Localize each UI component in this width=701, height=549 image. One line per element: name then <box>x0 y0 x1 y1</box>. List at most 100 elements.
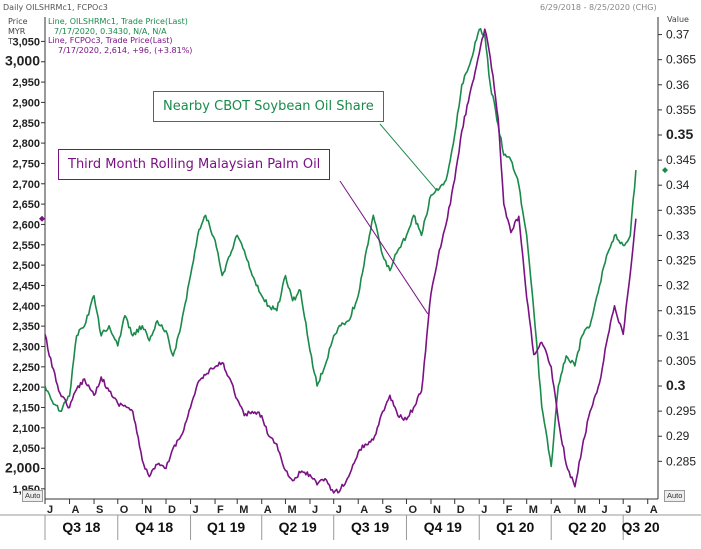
left-tick-label: 2,350 <box>12 321 40 333</box>
month-label: A <box>553 504 561 516</box>
date-range: 6/29/2018 - 8/25/2020 (CHG) <box>540 3 657 12</box>
annotation-connectors <box>339 123 437 315</box>
month-label: O <box>408 504 417 516</box>
quarter-label: Q3 19 <box>351 519 389 535</box>
right-tick-label: 0.37 <box>666 28 690 42</box>
left-tick-label: 2,900 <box>12 97 40 109</box>
right-tick-label: 0.355 <box>666 103 696 117</box>
left-tick-label: 2,500 <box>12 260 40 272</box>
left-tick-label: 2,200 <box>12 382 40 394</box>
palm-connector <box>339 180 429 315</box>
quarter-label: Q2 20 <box>568 519 606 535</box>
left-unit-line: MYR <box>8 27 26 36</box>
right-tick-label: 0.36 <box>666 78 690 92</box>
left-tick-label: 2,750 <box>12 158 40 170</box>
left-tick-label: 2,300 <box>12 341 40 353</box>
left-tick-label: 2,000 <box>5 459 40 475</box>
right-tick-label: 0.325 <box>666 254 696 268</box>
left-tick-label: 2,550 <box>12 240 40 252</box>
quarter-label: Q1 20 <box>496 519 534 535</box>
month-label: F <box>506 504 513 516</box>
left-tick-label: 2,650 <box>12 199 40 211</box>
quarter-label: Q1 19 <box>207 519 245 535</box>
left-tick-label: 2,600 <box>12 219 40 231</box>
right-tick-label: 0.29 <box>666 429 690 443</box>
series-layer <box>44 28 637 494</box>
month-label: A <box>264 504 272 516</box>
month-label: A <box>72 504 80 516</box>
left-tick-label: 2,450 <box>12 280 40 292</box>
month-label: M <box>239 504 248 516</box>
left-axis: 1,9502,0002,0502,1002,1502,2002,2502,300… <box>5 17 46 499</box>
quarter-label: Q2 19 <box>279 519 317 535</box>
left-tick-label: 2,850 <box>12 118 40 130</box>
month-label: J <box>481 504 487 516</box>
month-label: S <box>96 504 103 516</box>
right-tick-label: 0.31 <box>666 329 690 343</box>
right-tick-label: 0.295 <box>666 404 696 418</box>
series-line-fcpoc3 <box>44 28 637 494</box>
right-tick-label: 0.32 <box>666 279 690 293</box>
right-tick-label: 0.3 <box>666 377 686 393</box>
left-tick-label: 2,950 <box>12 77 40 89</box>
legend-row-soy: Line, OILSHRMc1, Trade Price(Last) <box>48 17 188 26</box>
x-axis: J A S O N D J F M A M J J A S O N D J F M A M J J A Q3 18 Q4 18 Q1 1… <box>0 498 701 540</box>
annotation-palm: Third Month Rolling Malaysian Palm Oil <box>58 149 331 180</box>
month-label: J <box>47 504 53 516</box>
left-tick-label: 2,050 <box>12 443 40 455</box>
legend-row-palm-values: 7/17/2020, 2,614, +96, (+3.81%) <box>58 45 193 55</box>
month-label: A <box>360 504 368 516</box>
left-tick-label: 2,250 <box>12 362 40 374</box>
left-unit-line: Price <box>8 17 28 26</box>
quarter-label: Q4 18 <box>135 519 173 535</box>
chart-title: Daily OILSHRMc1, FCPOc3 <box>3 3 108 12</box>
month-label: J <box>625 504 631 516</box>
month-label: N <box>144 504 152 516</box>
axis-markers <box>39 167 668 222</box>
month-label: D <box>168 504 176 516</box>
left-tick-label: 2,800 <box>12 138 40 150</box>
right-axis: 0.285 0.29 0.295 0.3 0.305 0.31 0.315 0.32 0.325… <box>657 17 696 499</box>
month-label: A <box>650 504 658 516</box>
month-label: J <box>312 504 318 516</box>
auto-scale-right[interactable]: Auto <box>664 490 686 502</box>
month-label: O <box>120 504 129 516</box>
quarter-label: Q4 19 <box>424 519 462 535</box>
right-tick-label: 0.335 <box>666 203 696 217</box>
left-tick-label: 2,100 <box>12 423 40 435</box>
right-tick-label: 0.305 <box>666 354 696 368</box>
palm-last-marker <box>39 215 45 222</box>
auto-scale-left[interactable]: Auto <box>22 490 44 502</box>
soy-connector <box>379 123 437 191</box>
plot-area <box>45 17 658 499</box>
legend-row-soy-values: 7/17/2020, 0.3430, N/A, N/A <box>54 26 167 36</box>
month-label: N <box>433 504 441 516</box>
quarter-label: Q3 20 <box>622 519 660 535</box>
month-label: D <box>457 504 465 516</box>
left-unit-line: T <box>8 37 13 46</box>
right-tick-label: 0.35 <box>666 126 693 142</box>
month-label: M <box>577 504 586 516</box>
month-label: J <box>193 504 199 516</box>
right-tick-label: 0.285 <box>666 454 696 468</box>
month-label: M <box>287 504 296 516</box>
right-tick-label: 0.34 <box>666 178 690 192</box>
month-label: S <box>385 504 392 516</box>
legend: Line, OILSHRMc1, Trade Price(Last) 7/17/… <box>48 17 192 55</box>
right-axis-unit: Value <box>667 15 689 24</box>
month-label: J <box>336 504 342 516</box>
series-line-oilshrmc1 <box>44 28 637 468</box>
annotation-soy: Nearby CBOT Soybean Oil Share <box>153 91 384 122</box>
left-tick-label: 3,000 <box>5 53 40 69</box>
month-label: J <box>601 504 607 516</box>
left-tick-label: 2,150 <box>12 402 40 414</box>
soy-last-marker <box>662 167 668 174</box>
right-tick-label: 0.365 <box>666 53 696 67</box>
left-tick-label: 2,400 <box>12 301 40 313</box>
quarter-label: Q3 18 <box>62 519 100 535</box>
left-tick-label: 2,700 <box>12 179 40 191</box>
right-tick-label: 0.345 <box>666 153 696 167</box>
left-tick-label: 3,050 <box>12 36 40 48</box>
right-tick-label: 0.33 <box>666 228 690 242</box>
